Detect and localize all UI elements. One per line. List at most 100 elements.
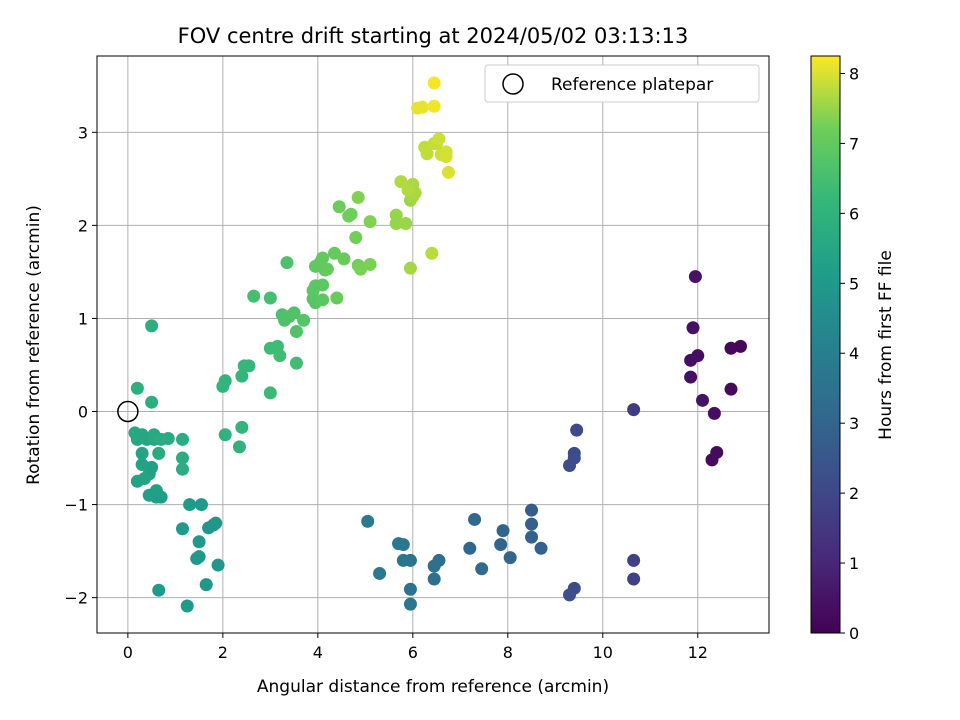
data-point: [415, 100, 429, 114]
data-point: [145, 319, 159, 333]
data-point: [218, 428, 232, 442]
data-point: [463, 541, 477, 555]
data-point: [684, 370, 698, 384]
data-point: [468, 512, 482, 526]
data-point: [696, 393, 710, 407]
data-point: [142, 488, 156, 502]
data-point: [327, 246, 341, 260]
data-point: [403, 582, 417, 596]
data-point: [128, 426, 142, 440]
data-point: [145, 395, 159, 409]
data-point: [403, 597, 417, 611]
data-point: [175, 522, 189, 536]
data-point: [684, 353, 698, 367]
y-tick-label: −2: [64, 589, 88, 608]
data-point: [211, 558, 225, 572]
data-point: [194, 498, 208, 512]
legend-box: [484, 64, 760, 103]
data-points: [128, 76, 748, 613]
plot-frame: [96, 55, 770, 634]
data-point: [344, 207, 358, 221]
data-point: [247, 289, 261, 303]
x-tick-label: 12: [688, 643, 708, 662]
data-point: [705, 453, 719, 467]
colorbar-tick-label: 5: [849, 274, 859, 293]
data-point: [534, 541, 548, 555]
data-point: [563, 588, 577, 602]
data-point: [154, 432, 168, 446]
data-point: [503, 551, 517, 565]
data-point: [373, 566, 387, 580]
data-point: [525, 503, 539, 517]
data-point: [427, 76, 441, 90]
x-tick-label: 4: [313, 643, 323, 662]
data-point: [439, 150, 453, 164]
data-point: [427, 572, 441, 586]
colorbar-tick-label: 4: [849, 344, 859, 363]
data-point: [316, 251, 330, 265]
data-point: [263, 386, 277, 400]
data-point: [316, 278, 330, 292]
data-point: [263, 291, 277, 305]
data-point: [320, 262, 334, 276]
data-point: [183, 498, 197, 512]
data-point: [427, 559, 441, 573]
data-point: [401, 183, 415, 197]
colorbar-tick-label: 0: [849, 624, 859, 643]
data-point: [427, 99, 441, 113]
data-point: [135, 458, 149, 472]
x-tick-label: 10: [593, 643, 613, 662]
x-axis-label: Angular distance from reference (arcmin): [257, 677, 609, 697]
data-point: [242, 359, 256, 373]
data-point: [280, 256, 294, 270]
colorbar-tick-label: 1: [849, 554, 859, 573]
data-point: [289, 356, 303, 370]
colorbar-tick-label: 2: [849, 484, 859, 503]
data-point: [199, 578, 213, 592]
legend-marker: [502, 73, 524, 95]
colorbar-tick-label: 3: [849, 414, 859, 433]
colorbar-label: Hours from first FF file: [876, 250, 896, 440]
x-tick-label: 0: [123, 643, 133, 662]
x-tick-label: 8: [503, 643, 513, 662]
data-point: [273, 349, 287, 363]
data-point: [627, 403, 641, 417]
data-point: [137, 472, 151, 486]
data-point: [235, 369, 249, 383]
data-point: [392, 537, 406, 551]
data-point: [218, 374, 232, 388]
data-point: [316, 293, 330, 307]
data-point: [232, 440, 246, 454]
data-point: [180, 599, 194, 613]
data-point: [389, 217, 403, 231]
data-point: [707, 406, 721, 420]
data-point: [363, 257, 377, 271]
y-axis-label: Rotation from reference (arcmin): [24, 205, 44, 485]
colorbar-gradient: [810, 55, 841, 634]
data-point: [688, 270, 702, 284]
data-point: [130, 381, 144, 395]
data-point: [475, 562, 489, 576]
data-point: [420, 147, 434, 161]
data-point: [363, 215, 377, 229]
data-point: [152, 446, 166, 460]
y-tick-label: 3: [78, 123, 88, 142]
reference-point-marker: [117, 400, 139, 423]
data-point: [627, 553, 641, 567]
data-point: [135, 446, 149, 460]
data-point: [724, 382, 738, 396]
data-point: [297, 313, 311, 327]
data-point: [332, 200, 346, 214]
colorbar: 0 1 2 3 4 5 6 7 8 Hours from first FF file: [810, 55, 896, 643]
data-point: [734, 339, 748, 353]
data-point: [192, 535, 206, 549]
data-point: [175, 432, 189, 446]
data-point: [399, 217, 413, 231]
data-point: [425, 246, 439, 260]
x-axis-ticks: 0 2 4 6 8 10 12: [123, 633, 708, 662]
grid-lines: [97, 56, 769, 633]
data-point: [289, 324, 303, 338]
x-tick-label: 6: [408, 643, 418, 662]
data-point: [403, 261, 417, 275]
